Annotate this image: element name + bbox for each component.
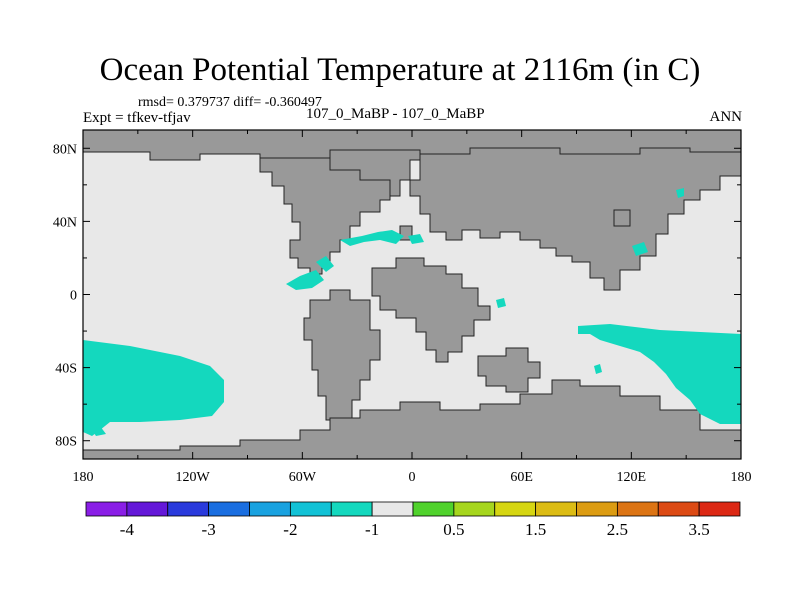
x-tick-label: 0: [409, 470, 416, 485]
x-tick-label: 120E: [617, 470, 647, 485]
y-tick-label: 40S: [55, 362, 77, 377]
colorbar-swatch: [412, 501, 455, 517]
colorbar-swatch: [249, 501, 291, 517]
colorbar-label: 3.5: [689, 520, 710, 539]
anomaly-patches: [83, 188, 741, 436]
colorbar-swatch: [657, 501, 700, 517]
colorbar-swatch: [85, 501, 128, 517]
land-africa: [371, 257, 491, 363]
map-area: [83, 130, 741, 459]
y-tick-label: 80S: [55, 435, 77, 450]
x-tick-label: 180: [73, 470, 94, 485]
anomaly-north-atlantic: [340, 230, 404, 246]
stats-label: rmsd= 0.379737 diff= -0.360497: [138, 95, 322, 110]
colorbar-label: -2: [283, 520, 297, 539]
y-axis: 80N 40N 0 40S 80S: [53, 142, 741, 450]
x-tick-label: 180: [731, 470, 752, 485]
colorbar-swatch: [330, 501, 373, 517]
colorbar-swatch: [167, 501, 210, 517]
land-australia: [477, 347, 541, 393]
colorbar: -4 -3 -2 -1 0.5 1.5 2.5 3.5: [85, 501, 741, 539]
x-tick-label: 60E: [510, 470, 533, 485]
colorbar-label: 2.5: [607, 520, 628, 539]
colorbar-swatch: [453, 501, 496, 517]
anomaly-equatorial-atlantic: [286, 270, 324, 290]
land-antarctica: [83, 379, 741, 459]
anomaly-caribbean: [316, 256, 334, 272]
anomaly-indian-ocean: [578, 324, 741, 424]
colorbar-label: -4: [120, 520, 135, 539]
anomaly-mediterranean: [408, 234, 424, 244]
anomaly-antarctic-edge: [88, 424, 106, 436]
y-tick-label: 40N: [53, 215, 77, 230]
x-tick-label: 60W: [289, 470, 317, 485]
colorbar-swatch: [698, 501, 741, 517]
colorbar-swatch: [616, 501, 659, 517]
anomaly-south-pacific: [83, 340, 224, 436]
land-islands-east: [613, 209, 631, 227]
anomaly-nw-pacific: [632, 242, 648, 256]
y-tick-label: 80N: [53, 142, 77, 157]
colorbar-swatch: [371, 501, 414, 517]
x-tick-label: 120W: [176, 470, 211, 485]
experiment-label: Expt = tfkev-tfjav: [83, 110, 191, 126]
colorbar-label: -1: [365, 520, 379, 539]
colorbar-swatch: [494, 501, 537, 517]
land-eurasia: [409, 147, 741, 291]
colorbar-label: 1.5: [525, 520, 546, 539]
colorbar-swatch: [576, 501, 618, 517]
y-tick-label: 0: [70, 289, 77, 304]
plot-title: Ocean Potential Temperature at 2116m (in…: [99, 52, 701, 88]
anomaly-australia-edge: [594, 364, 602, 374]
x-axis: 180 120W 60W 0 60E 120E 180: [73, 130, 752, 485]
anomaly-north-pacific: [676, 188, 684, 198]
case-label: 107_0_MaBP - 107_0_MaBP: [306, 106, 485, 122]
colorbar-swatch: [126, 501, 169, 517]
landmasses: [83, 130, 741, 459]
colorbar-swatch: [289, 501, 332, 517]
season-label: ANN: [709, 109, 743, 125]
anomaly-arabian: [496, 298, 506, 308]
colorbar-label: -3: [202, 520, 216, 539]
colorbar-swatch: [535, 501, 577, 517]
colorbar-label: 0.5: [443, 520, 464, 539]
colorbar-swatch: [208, 501, 250, 517]
